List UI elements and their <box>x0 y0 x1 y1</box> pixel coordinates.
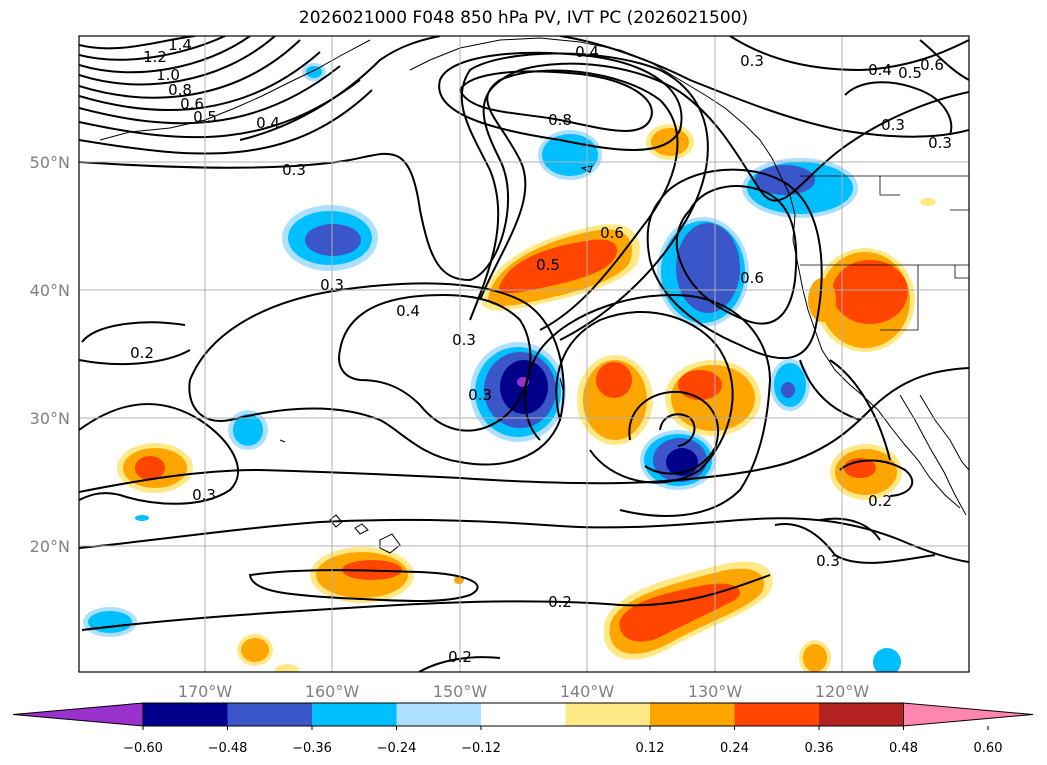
colorbar: −0.60 −0.48 −0.36 −0.24 −0.12 0.12 0.24 0.36 0.4… <box>12 702 1034 756</box>
lon-tick-label: 120°W <box>815 682 870 701</box>
map-content: 1.4 1.2 1.0 0.8 0.6 0.5 0.4 0.3 0.4 0.3 … <box>79 36 969 672</box>
colorbar-tick-label: 0.12 <box>636 741 665 756</box>
colorbar-tick-label: −0.36 <box>292 741 332 756</box>
positive-anomaly-band-north <box>481 224 640 311</box>
colorbar-tick-label: −0.12 <box>461 741 501 756</box>
lon-tick-label: 140°W <box>560 682 615 701</box>
negative-anomaly-blob-central <box>470 342 566 442</box>
contour-label: 0.3 <box>816 552 840 570</box>
lon-tick-label: 130°W <box>688 682 743 701</box>
contour-label: 0.3 <box>928 134 952 152</box>
contour-label: 0.3 <box>192 486 216 504</box>
contour-label: 0.4 <box>256 114 280 132</box>
map-frame <box>78 35 970 673</box>
colorbar-extend-max <box>903 702 1034 727</box>
contour-label: 0.2 <box>130 344 154 362</box>
lat-tick-labels: 50°N 40°N 30°N 20°N <box>30 153 70 556</box>
lat-tick-label: 20°N <box>30 537 70 556</box>
contour-label: 0.6 <box>920 56 944 74</box>
colorbar-bin <box>312 703 397 726</box>
contour-label: 0.3 <box>282 161 306 179</box>
contour-label: 0.3 <box>320 276 344 294</box>
colorbar-tick-label: 0.24 <box>720 741 749 756</box>
lat-tick-label: 30°N <box>30 409 70 428</box>
contour-label: 0.3 <box>881 116 905 134</box>
lon-tick-label: 160°W <box>305 682 360 701</box>
colorbar-tick-label: 0.36 <box>805 741 834 756</box>
gridlines <box>79 36 969 672</box>
negative-anomaly-blob-west <box>282 205 378 271</box>
colorbar-frame <box>142 702 904 727</box>
contour-label: 0.3 <box>740 52 764 70</box>
contour-label: 0.2 <box>868 492 892 510</box>
contour-label: 1.0 <box>156 66 180 84</box>
contour-label: 0.2 <box>448 648 472 666</box>
colorbar-tick-label: 0.60 <box>974 741 1003 756</box>
contour-label: 0.5 <box>193 108 217 126</box>
contour-label: 0.8 <box>168 81 192 99</box>
coastlines <box>99 37 969 554</box>
colorbar-bin <box>396 703 482 726</box>
colorbar-tick-label: −0.24 <box>377 741 417 756</box>
lat-tick-label: 40°N <box>30 281 70 300</box>
contour-label: 0.4 <box>575 43 599 61</box>
contour-label: 0.4 <box>396 302 420 320</box>
colorbar-bin <box>565 703 651 726</box>
contour-label: 0.5 <box>536 256 560 274</box>
colorbar-extend-min <box>12 702 144 727</box>
contour-label: 0.5 <box>898 64 922 82</box>
lon-tick-label: 170°W <box>178 682 233 701</box>
colorbar-bin <box>227 703 313 726</box>
contour-label: 0.4 <box>868 61 892 79</box>
contour-label: 0.6 <box>740 269 764 287</box>
contour-label: 1.4 <box>168 36 192 54</box>
colorbar-tick-label: 0.48 <box>889 741 918 756</box>
colorbar-bin <box>143 703 228 726</box>
negative-anomaly-blob-east <box>657 217 749 327</box>
colorbar-bin <box>819 703 904 726</box>
contour-label: 0.6 <box>180 95 204 113</box>
lon-tick-label: 150°W <box>433 682 488 701</box>
pv-contours <box>79 36 969 672</box>
political-borders <box>800 175 969 331</box>
colorbar-tick-label: −0.60 <box>123 741 163 756</box>
lat-tick-label: 50°N <box>30 153 70 172</box>
contour-label: 0.3 <box>468 386 492 404</box>
contour-label: 0.6 <box>600 224 624 242</box>
contour-label: 0.3 <box>452 331 476 349</box>
contour-labels: 1.4 1.2 1.0 0.8 0.6 0.5 0.4 0.3 0.4 0.3 … <box>130 36 952 666</box>
lon-tick-labels: 170°W 160°W 150°W 140°W 130°W 120°W <box>178 682 870 701</box>
colorbar-bin <box>650 703 735 726</box>
colorbar-bin <box>734 703 820 726</box>
contour-label: 0.2 <box>548 593 572 611</box>
map-title: 2026021000 F048 850 hPa PV, IVT PC (2026… <box>298 8 749 28</box>
contour-label: 0.8 <box>548 111 572 129</box>
contour-label: 1.2 <box>143 48 167 66</box>
colorbar-tick-label: −0.48 <box>208 741 248 756</box>
colorbar-bin <box>481 703 566 726</box>
